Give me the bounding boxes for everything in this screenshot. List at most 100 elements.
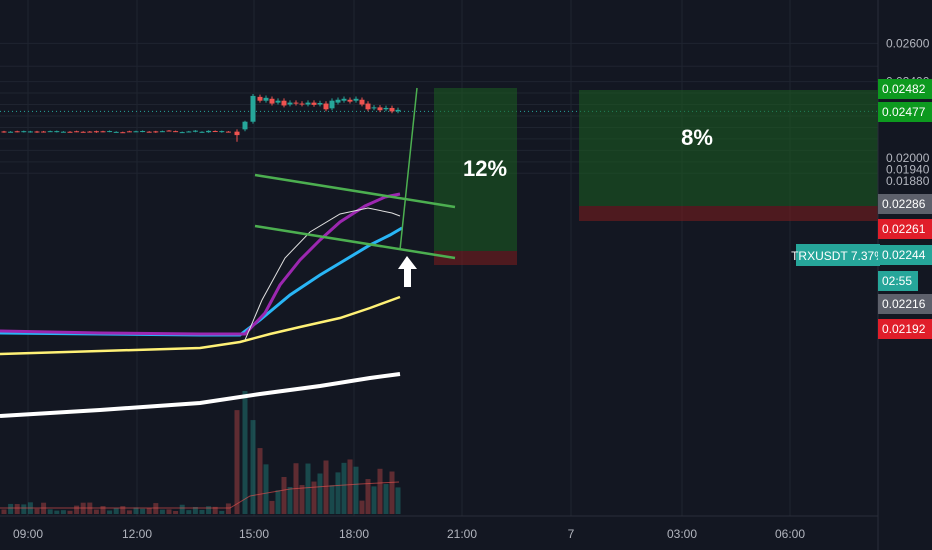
time-axis[interactable]: 09:00 12:00 15:00 18:00 21:00 7 03:00 06:00 <box>13 527 805 541</box>
volume-bar-43 <box>287 487 293 514</box>
symbol-change: 7.37% <box>851 249 885 263</box>
volume-bar-51 <box>335 472 341 514</box>
symbol-badge: TRXUSDT 7.37% <box>791 244 885 266</box>
volume-bar-1 <box>8 503 14 514</box>
candle-body-22 <box>146 131 152 133</box>
candle-body-20 <box>133 131 139 133</box>
price-badge-text-2: 0.02286 <box>882 197 926 211</box>
target-2-profit-zone <box>579 90 878 206</box>
volume-bar-31 <box>206 506 212 514</box>
candle-body-9 <box>60 131 66 133</box>
price-badge-text-5: 02:55 <box>882 274 912 288</box>
volume-bar-27 <box>179 504 185 514</box>
price-badge-4: 0.02244 <box>878 245 932 265</box>
volume-bar-48 <box>317 473 323 514</box>
symbol-name: TRXUSDT <box>791 249 848 263</box>
volume-bar-24 <box>159 509 165 514</box>
volume-bar-30 <box>199 509 205 514</box>
candle-body-45 <box>299 103 305 105</box>
candle-body-39 <box>263 97 269 101</box>
volume-bar-26 <box>173 510 179 514</box>
volume-bar-52 <box>341 462 347 514</box>
candle-body-41 <box>275 100 281 103</box>
up-arrow-icon <box>398 256 417 287</box>
price-badge-1: 0.02477 <box>878 102 932 122</box>
volume-ma-line <box>0 481 400 509</box>
candle-body-18 <box>120 132 126 134</box>
volume-bar-16 <box>107 510 113 514</box>
candle-body-59 <box>383 107 389 110</box>
price-badge-6: 0.02216 <box>878 294 932 314</box>
target-2-stop-zone <box>579 206 878 221</box>
volume-bar-18 <box>120 506 126 514</box>
volume-bar-15 <box>100 506 106 514</box>
volume-bar-5 <box>34 508 40 514</box>
time-tick-0: 09:00 <box>13 527 43 541</box>
price-tick-0: 0.02600 <box>886 36 930 50</box>
price-badge-text-3: 0.02261 <box>882 222 926 236</box>
price-badge-2: 0.02286 <box>878 194 932 214</box>
candle-body-2 <box>14 131 20 133</box>
candle-body-30 <box>199 131 205 133</box>
volume-bar-53 <box>347 459 353 514</box>
volume-bar-46 <box>305 463 311 514</box>
candle-body-54 <box>353 98 359 101</box>
volume-bar-33 <box>219 510 225 514</box>
volume-bar-8 <box>54 510 60 514</box>
price-badge-3: 0.02261 <box>878 219 932 239</box>
ma-thin-line <box>244 207 401 341</box>
candle-body-29 <box>192 130 198 132</box>
candle-body-27 <box>179 132 185 134</box>
volume-bar-32 <box>212 506 218 514</box>
candle-body-34 <box>225 131 231 133</box>
time-tick-2: 15:00 <box>239 527 269 541</box>
volume-bar-2 <box>14 504 20 514</box>
candle-body-5 <box>34 131 40 133</box>
volume-bars <box>0 390 401 514</box>
candle-body-4 <box>27 131 33 133</box>
volume-bar-41 <box>275 490 281 514</box>
volume-bar-37 <box>250 420 256 514</box>
candle-body-50 <box>329 100 335 109</box>
candle-body-7 <box>47 131 53 133</box>
arrow-shape <box>398 256 417 287</box>
volume-bar-57 <box>371 486 377 514</box>
candle-body-42 <box>281 100 287 106</box>
candle-body-32 <box>212 131 218 133</box>
volume-bar-20 <box>133 507 139 514</box>
price-badge-bg-7 <box>878 319 932 339</box>
candle-body-47 <box>311 102 317 105</box>
candle-body-0 <box>1 131 7 133</box>
volume-bar-40 <box>269 500 275 514</box>
overlay-labels: 12% 8% <box>463 125 713 181</box>
target-boxes <box>434 88 878 265</box>
volume-bar-60 <box>389 471 395 514</box>
time-tick-3: 18:00 <box>339 527 369 541</box>
candle-body-56 <box>365 103 371 110</box>
candle-body-19 <box>126 131 132 133</box>
candle-body-15 <box>100 131 106 133</box>
price-badge-bg-5 <box>878 271 918 291</box>
candle-body-44 <box>293 102 299 104</box>
candle-body-55 <box>359 99 365 105</box>
volume-bar-47 <box>311 481 317 514</box>
volume-bar-9 <box>60 510 66 514</box>
candle-body-16 <box>107 131 113 133</box>
price-badge-bg-3 <box>878 219 932 239</box>
volume-bar-50 <box>329 485 335 514</box>
volume-bar-0 <box>1 509 7 514</box>
volume-bar-21 <box>140 508 146 514</box>
candle-body-24 <box>159 131 165 133</box>
volume-bar-10 <box>67 510 73 514</box>
candle-body-60 <box>389 107 395 112</box>
time-tick-1: 12:00 <box>122 527 152 541</box>
candle-body-61 <box>395 109 401 112</box>
target-1-label: 12% <box>463 156 507 181</box>
price-badge-text-0: 0.02482 <box>882 82 926 96</box>
candle-body-53 <box>347 99 353 102</box>
candle-body-38 <box>257 96 263 101</box>
time-tick-5: 7 <box>568 527 575 541</box>
volume-bar-34 <box>225 503 231 514</box>
channel-upper-line <box>254 173 456 209</box>
